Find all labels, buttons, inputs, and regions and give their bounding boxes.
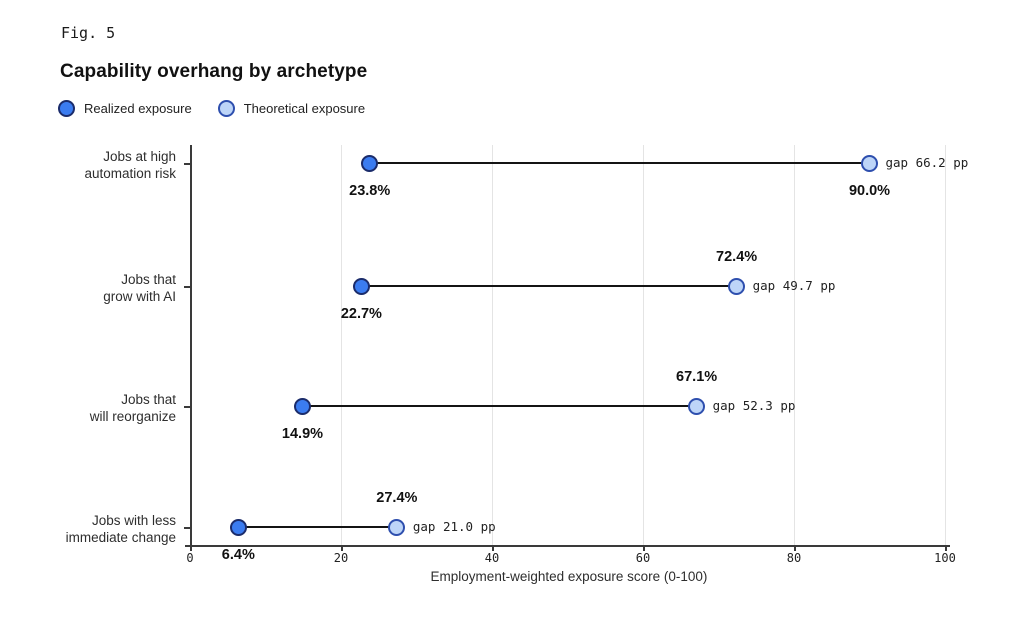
realized-value-label: 6.4%: [221, 547, 255, 563]
chart-title: Capability overhang by archetype: [60, 61, 368, 82]
x-tick-label: 20: [333, 551, 349, 565]
gridline: [794, 145, 795, 545]
gridline: [492, 145, 493, 545]
legend-item-theoretical: Theoretical exposure: [217, 100, 366, 117]
dumbbell-connector: [302, 404, 697, 408]
gap-annotation: gap 66.2 pp: [885, 155, 969, 170]
x-axis-tick: [492, 545, 494, 551]
gap-annotation: gap 21.0 pp: [412, 519, 496, 534]
realized-dot: [352, 277, 370, 295]
realized-value-label: 14.9%: [281, 426, 324, 442]
dumbbell-connector: [238, 525, 397, 529]
realized-value-label: 22.7%: [340, 306, 382, 322]
category-label: Jobs that grow with AI: [103, 272, 176, 304]
realized-value-label: 23.8%: [349, 183, 391, 199]
x-axis-line: [185, 545, 950, 547]
theoretical-exposure-swatch-icon: [217, 100, 235, 117]
theoretical-value-label: 90.0%: [848, 183, 891, 199]
y-axis-line: [190, 145, 192, 547]
legend-label-theoretical: Theoretical exposure: [243, 101, 366, 116]
x-axis-tick: [643, 545, 645, 551]
x-axis-tick: [341, 545, 343, 551]
legend: Realized exposure Theoretical exposure: [58, 100, 365, 117]
gridline: [945, 145, 946, 545]
realized-dot: [361, 154, 379, 172]
x-tick-label: 40: [484, 551, 500, 565]
gap-annotation: gap 52.3 pp: [712, 398, 796, 413]
theoretical-dot: [388, 518, 406, 536]
x-axis-tick: [794, 545, 796, 551]
theoretical-value-label: 72.4%: [716, 249, 758, 265]
theoretical-dot: [688, 397, 706, 415]
gap-annotation: gap 49.7 pp: [752, 278, 836, 293]
realized-dot: [293, 397, 311, 415]
x-tick-label: 100: [934, 551, 956, 565]
x-tick-label: 60: [635, 551, 651, 565]
theoretical-dot: [861, 154, 878, 172]
x-axis-tick: [945, 545, 947, 551]
y-axis-tick: [184, 527, 190, 529]
realized-dot: [229, 518, 247, 536]
figure-number: Fig. 5: [61, 24, 116, 42]
category-label: Jobs that will reorganize: [89, 392, 176, 424]
category-label: Jobs at high automation risk: [84, 149, 176, 181]
theoretical-value-label: 67.1%: [676, 369, 718, 385]
dumbbell-connector: [369, 161, 870, 165]
y-axis-tick: [184, 163, 190, 165]
gridline: [643, 145, 644, 545]
gridline: [341, 145, 342, 545]
realized-exposure-swatch-icon: [58, 100, 75, 117]
y-axis-tick: [184, 286, 190, 288]
category-label: Jobs with less immediate change: [65, 513, 176, 545]
x-axis-title: Employment-weighted exposure score (0-10…: [430, 569, 708, 584]
x-tick-label: 80: [786, 551, 802, 565]
x-tick-label: 0: [186, 551, 194, 565]
theoretical-value-label: 27.4%: [376, 490, 418, 506]
x-axis-tick: [190, 545, 192, 551]
theoretical-dot: [728, 277, 746, 295]
y-axis-tick: [184, 406, 190, 408]
dumbbell-connector: [361, 284, 737, 288]
legend-item-realized: Realized exposure: [58, 100, 192, 117]
legend-label-realized: Realized exposure: [84, 101, 192, 116]
